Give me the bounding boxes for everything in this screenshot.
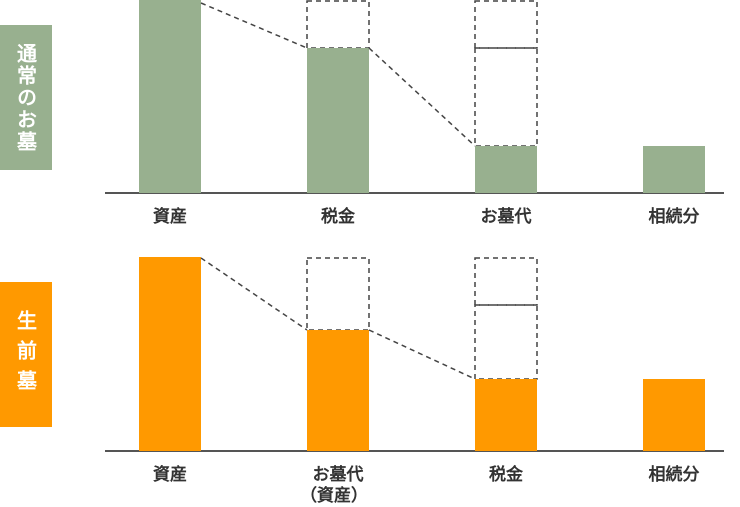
- pre-need-grave-panel: 資産 お墓代 （資産） 税金 相続分: [105, 257, 724, 506]
- pre-removed-tax-outline-upper: [474, 257, 538, 306]
- normal-connector-2: [368, 47, 476, 147]
- normal-grave-panel: 資産 税金 お墓代 相続分: [105, 0, 724, 227]
- pre-category-tax: 税金: [489, 464, 524, 485]
- normal-category-inheritance: 相続分: [649, 206, 700, 227]
- normal-bar-grave: [475, 146, 537, 193]
- pre-connector-2: [368, 329, 476, 380]
- normal-bar-inheritance: [643, 146, 705, 193]
- pre-connector-1: [200, 257, 308, 331]
- normal-grave-label: 通常のお墓: [0, 25, 52, 170]
- normal-removed-grave-outline-lower: [474, 47, 538, 147]
- pre-bar-inheritance: [643, 379, 705, 451]
- pre-category-inheritance: 相続分: [649, 464, 700, 485]
- pre-category-grave: お墓代: [313, 464, 364, 485]
- pre-category-assets: 資産: [153, 464, 187, 485]
- pre-bar-tax: [475, 379, 537, 451]
- normal-category-tax: 税金: [321, 206, 356, 227]
- pre-category-grave-sub: （資産）: [300, 485, 368, 506]
- pre-removed-tax-outline-lower: [474, 304, 538, 380]
- pre-bar-assets: [139, 257, 201, 451]
- normal-bar-assets: [139, 0, 201, 193]
- pre-bar-grave: [307, 330, 369, 451]
- pre-removed-grave-outline: [306, 257, 370, 331]
- normal-category-assets: 資産: [153, 206, 187, 227]
- normal-removed-tax-outline: [306, 0, 370, 49]
- normal-bar-tax: [307, 48, 369, 193]
- normal-removed-grave-outline-upper: [474, 0, 538, 49]
- normal-category-grave: お墓代: [481, 206, 532, 227]
- pre-need-grave-label: 生前墓: [0, 282, 52, 427]
- normal-connector-1: [200, 2, 308, 49]
